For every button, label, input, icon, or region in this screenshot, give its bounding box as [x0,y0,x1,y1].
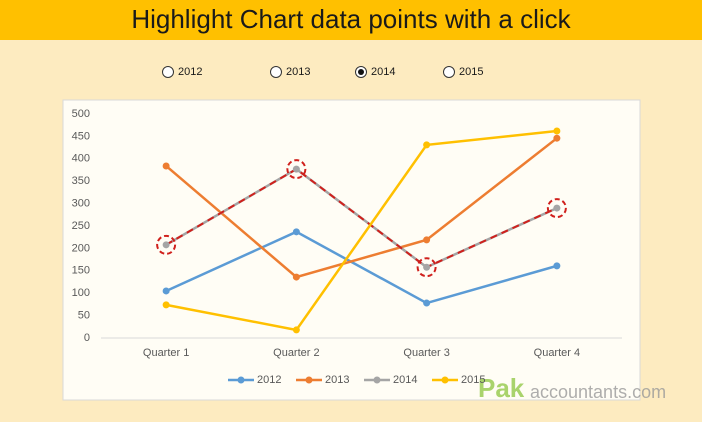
data-point[interactable] [553,204,561,212]
legend-label: 2013 [325,374,349,386]
legend-label: 2012 [257,374,281,386]
watermark-rest: accountants.com [530,382,666,402]
data-point[interactable] [292,165,300,173]
data-point [553,127,561,135]
data-point [553,262,561,270]
radio-label[interactable]: 2014 [371,66,395,78]
data-point [292,228,300,236]
data-point [423,141,431,149]
y-tick-label: 50 [78,310,90,322]
radio-dot [358,69,364,75]
data-point [292,273,300,281]
data-point [162,287,170,295]
y-tick-label: 500 [72,108,90,120]
radio-button[interactable] [270,66,282,78]
y-tick-label: 400 [72,153,90,165]
highlight-ring [416,257,437,278]
legend-label: 2014 [393,374,417,386]
radio-button[interactable] [162,66,174,78]
series-line [165,129,558,332]
legend-marker [237,376,245,384]
y-tick-label: 350 [72,175,90,187]
radio-label[interactable]: 2012 [178,66,202,78]
legend-label: 2015 [461,374,485,386]
x-tick-label: Quarter 3 [403,347,449,359]
legend-marker [441,376,449,384]
highlight-ring [156,234,177,255]
data-point [162,301,170,309]
x-tick-label: Quarter 2 [273,347,319,359]
series-line [165,137,558,279]
legend-marker [305,376,313,384]
y-tick-label: 200 [72,242,90,254]
series-line [165,230,558,305]
data-point [292,326,300,334]
page-title: Highlight Chart data points with a click [131,4,571,34]
x-tick-label: Quarter 4 [534,347,580,359]
y-tick-label: 0 [84,332,90,344]
y-tick-label: 450 [72,130,90,142]
data-point [162,162,170,170]
radio-label[interactable]: 2013 [286,66,310,78]
y-tick-label: 250 [72,220,90,232]
x-tick-label: Quarter 1 [143,347,189,359]
radio-label[interactable]: 2015 [459,66,483,78]
data-point[interactable] [423,263,431,271]
radio-button[interactable] [443,66,455,78]
y-tick-label: 150 [72,265,90,277]
data-point [553,134,561,142]
highlight-ring [546,198,567,219]
data-point[interactable] [162,241,170,249]
y-tick-label: 300 [72,198,90,210]
y-tick-label: 100 [72,287,90,299]
data-point [423,236,431,244]
banner [0,0,702,40]
data-point [423,299,431,307]
watermark-brand: Pak [478,373,525,403]
legend-marker [373,376,381,384]
highlight-line [165,167,558,269]
highlight-ring [286,159,307,180]
